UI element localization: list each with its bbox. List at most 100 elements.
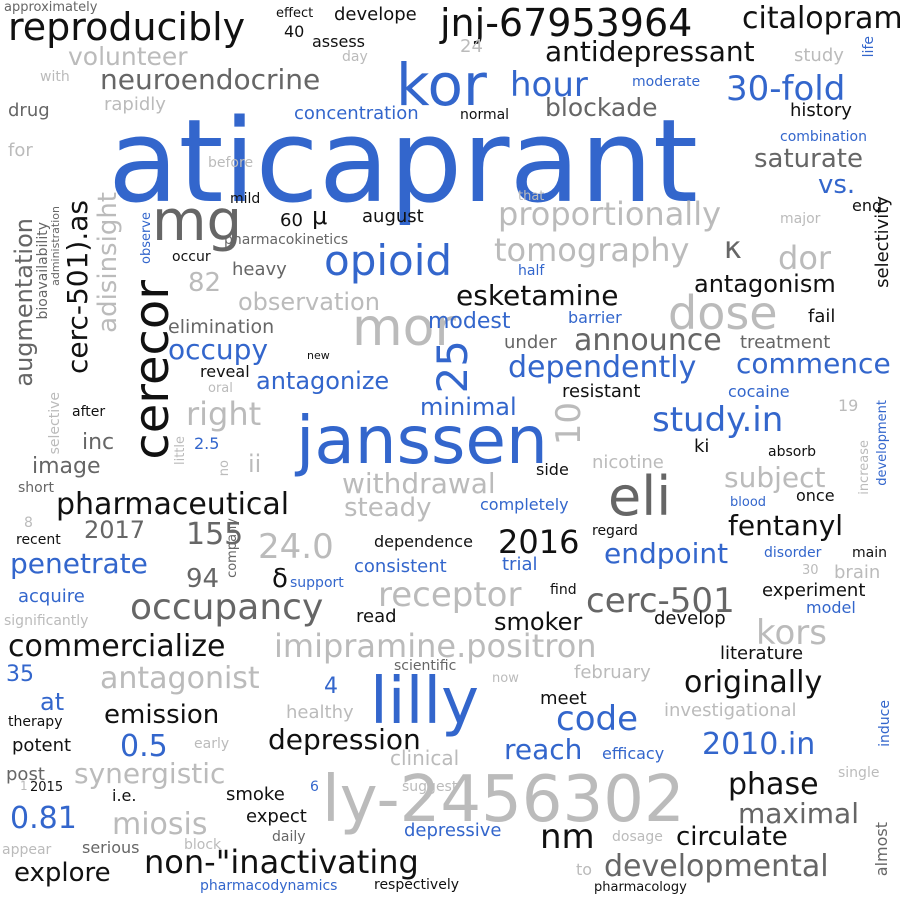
word-therapy: therapy xyxy=(8,714,63,730)
word-janssen: janssen xyxy=(296,402,548,479)
word-increase: increase xyxy=(857,440,872,495)
word-volunteer: volunteer xyxy=(68,42,188,71)
word-imipramine-positron: imipramine.positron xyxy=(274,627,597,665)
word-respectively: respectively xyxy=(374,877,460,893)
word-short: short xyxy=(18,480,54,496)
word-cerc-501-as: cerc-501).as xyxy=(61,200,94,375)
word-0-5: 0.5 xyxy=(120,729,168,764)
word-treatment: treatment xyxy=(740,332,831,353)
word-2010-in: 2010.in xyxy=(702,727,816,762)
word-antagonize: antagonize xyxy=(256,367,390,395)
word-main: main xyxy=(852,545,887,561)
word-serious: serious xyxy=(82,838,140,857)
word-depression: depression xyxy=(268,723,421,756)
word-support: support xyxy=(290,575,344,591)
word-post: post xyxy=(6,764,45,785)
word-study-in: study.in xyxy=(652,400,784,440)
word-24-0: 24.0 xyxy=(258,527,334,567)
word-vs: vs. xyxy=(818,170,856,200)
word-moderate: moderate xyxy=(632,74,701,90)
word-february: february xyxy=(574,662,651,683)
word-day: day xyxy=(342,49,368,65)
word-4: 4 xyxy=(324,674,338,699)
word-acquire: acquire xyxy=(18,586,85,607)
word-antagonism: antagonism xyxy=(694,270,836,298)
word-code: code xyxy=(556,699,638,739)
word-trial: trial xyxy=(502,554,538,575)
word-30: 30 xyxy=(802,563,819,578)
word-94: 94 xyxy=(186,564,220,594)
word-ii: ii xyxy=(248,450,262,478)
word-little: little xyxy=(173,436,188,466)
word-once: once xyxy=(796,486,835,505)
word-155: 155 xyxy=(186,517,244,552)
word-now: now xyxy=(492,671,519,686)
word-0-81: 0.81 xyxy=(10,801,77,836)
word-kors: kors xyxy=(756,613,827,653)
word-eli: eli xyxy=(608,465,672,528)
word-ie: i.e. xyxy=(112,786,137,805)
word-2-5: 2.5 xyxy=(194,434,220,453)
word-hour: hour xyxy=(510,65,588,105)
word-6: 6 xyxy=(310,779,319,795)
word-kappa: κ xyxy=(724,231,742,266)
word-82: 82 xyxy=(188,268,222,298)
word-history: history xyxy=(790,100,852,121)
word-dependence: dependence xyxy=(374,532,473,551)
word-life: life xyxy=(861,36,877,58)
word-observation: observation xyxy=(238,288,380,316)
word-side: side xyxy=(536,460,569,479)
word-healthy: healthy xyxy=(286,702,354,723)
word-efficacy: efficacy xyxy=(602,744,665,763)
word-announce: announce xyxy=(574,323,722,358)
word-aticaprant: aticaprant xyxy=(108,95,698,229)
word-reach: reach xyxy=(504,733,583,766)
word-subject: subject xyxy=(724,461,826,494)
word-2017: 2017 xyxy=(84,516,146,544)
word-development: development xyxy=(875,400,890,486)
word-no: no xyxy=(217,460,232,477)
word-mild: mild xyxy=(230,191,261,207)
word-developmental: developmental xyxy=(604,849,829,884)
word-for: for xyxy=(8,140,33,161)
word-absorb: absorb xyxy=(768,444,816,460)
word-oral: oral xyxy=(208,381,233,396)
word-major: major xyxy=(780,211,821,227)
word-disorder: disorder xyxy=(764,545,822,561)
word-tomography: tomography xyxy=(494,231,690,269)
word-maximal: maximal xyxy=(738,797,859,830)
word-approximately: approximately xyxy=(4,0,98,15)
word-regard: regard xyxy=(592,523,638,539)
word-investigational: investigational xyxy=(664,700,797,721)
word-modest: modest xyxy=(428,309,511,334)
word-minimal: minimal xyxy=(420,393,517,421)
word-occupy: occupy xyxy=(168,333,269,366)
word-opioid: opioid xyxy=(324,236,453,285)
word-8: 8 xyxy=(24,515,33,531)
word-explore: explore xyxy=(14,858,111,888)
word-penetrate: penetrate xyxy=(10,547,148,580)
word-proportionally: proportionally xyxy=(498,195,722,233)
word-non-inactivating: non-"inactivating xyxy=(144,843,419,881)
word-reproducibly: reproducibly xyxy=(8,5,246,49)
word-appear: appear xyxy=(2,842,52,858)
word-half: half xyxy=(518,263,545,279)
word-mu: μ xyxy=(312,202,328,230)
word-fentanyl: fentanyl xyxy=(728,509,844,542)
word-receptor: receptor xyxy=(378,575,522,615)
word-single: single xyxy=(838,765,880,781)
word-endpoint: endpoint xyxy=(604,537,729,570)
word-develope: develope xyxy=(334,4,417,25)
word-concentration: concentration xyxy=(294,103,419,124)
word-experiment: experiment xyxy=(762,580,866,601)
word-rapidly: rapidly xyxy=(104,94,166,115)
word-occur: occur xyxy=(172,249,211,265)
word-clinical: clinical xyxy=(390,746,460,770)
word-combination: combination xyxy=(780,129,867,145)
word-adisinsight: adisinsight xyxy=(93,192,123,333)
word-pharmacokinetics: pharmacokinetics xyxy=(224,232,349,248)
word-augmentation: augmentation xyxy=(10,218,38,387)
word-almost: almost xyxy=(872,822,891,877)
word-before: before xyxy=(208,155,254,171)
word-60: 60 xyxy=(280,210,303,231)
